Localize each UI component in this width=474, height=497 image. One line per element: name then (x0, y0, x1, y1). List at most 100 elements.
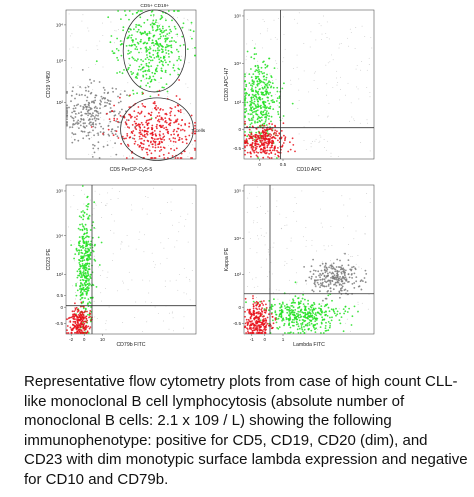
event-point-t-cells (72, 133, 75, 136)
event-point-cd5-negative-b-cells (141, 123, 144, 126)
event-point-cd5-cd19-b-cells (262, 106, 265, 108)
event-point-cd5-negative-b-cells (167, 123, 170, 126)
event-point-kappa-population (315, 276, 317, 278)
event-point-t-cells (88, 122, 91, 125)
event-point-cd5-negative-b-cells (85, 318, 88, 320)
event-point-cd5-negative-b-cells (160, 126, 163, 128)
event-point-cd5-negative-b-cells (162, 136, 165, 139)
background-event (366, 119, 368, 121)
event-point-cd5-cd19-b-cells (128, 10, 131, 12)
background-event (183, 113, 185, 115)
event-point-cd5-cd19-b-cells (281, 318, 284, 321)
event-point-kappa-population (340, 287, 342, 290)
event-point-cd5-cd19-b-cells (88, 248, 90, 251)
event-point-cd5-negative-b-cells (150, 114, 152, 117)
event-point-cd5-cd19-b-cells (294, 309, 297, 311)
background-event (74, 260, 75, 262)
background-event (332, 59, 334, 61)
event-point-cd5-negative-b-cells (253, 151, 256, 154)
event-point-cd5-cd19-b-cells (79, 223, 81, 226)
background-event (68, 13, 70, 15)
event-point-cd5-cd19-b-cells (304, 315, 307, 317)
background-event (267, 210, 269, 212)
event-point-cd5-cd19-b-cells (155, 19, 158, 21)
event-point-t-cells (75, 93, 78, 96)
background-event (68, 226, 69, 228)
background-event (321, 226, 323, 228)
event-point-cd5-cd19-b-cells (167, 63, 170, 66)
event-point-cd5-cd19-b-cells (154, 79, 157, 81)
event-point-t-cells (66, 111, 69, 113)
event-point-cd5-cd19-b-cells (244, 75, 246, 78)
event-point-cd5-cd19-b-cells (140, 58, 143, 61)
background-event (101, 300, 102, 302)
background-event (353, 120, 355, 122)
event-point-cd5-cd19-b-cells (81, 296, 84, 299)
event-point-cd5-negative-b-cells (165, 113, 168, 116)
event-point-cd5-cd19-b-cells (158, 45, 161, 48)
event-point-t-cells (79, 124, 82, 127)
event-point-cd5-cd19-b-cells (286, 303, 288, 306)
event-point-cd5-negative-b-cells (254, 139, 257, 142)
event-point-cd5-cd19-b-cells (248, 119, 251, 122)
event-point-cd5-cd19-b-cells (128, 18, 130, 21)
event-point-cd5-cd19-b-cells (339, 312, 341, 315)
event-point-cd5-negative-b-cells (156, 123, 158, 126)
event-point-t-cells (98, 157, 101, 159)
event-point-cd5-cd19-b-cells (247, 118, 250, 120)
event-point-cd5-negative-b-cells (179, 109, 182, 111)
background-event (270, 38, 272, 40)
event-point-cd5-cd19-b-cells (79, 240, 81, 243)
event-point-cd5-negative-b-cells (69, 320, 72, 322)
event-point-cd5-negative-b-cells (139, 138, 141, 140)
background-event (107, 192, 109, 194)
event-point-kappa-population (305, 279, 307, 282)
event-point-cd5-cd19-b-cells (88, 236, 90, 238)
event-point-kappa-population (335, 266, 338, 268)
event-point-cd5-negative-b-cells (81, 313, 84, 315)
event-point-cd5-negative-b-cells (255, 319, 258, 322)
event-point-t-cells (111, 87, 114, 90)
event-point-cd5-negative-b-cells (163, 127, 166, 129)
event-point-cd5-cd19-b-cells (329, 322, 331, 325)
event-point-cd5-negative-b-cells (157, 94, 160, 96)
background-event (170, 210, 172, 212)
background-event (189, 279, 190, 281)
background-event (249, 247, 251, 249)
event-point-cd5-negative-b-cells (253, 312, 256, 315)
event-point-t-cells (66, 118, 68, 121)
event-point-cd5-cd19-b-cells (265, 112, 268, 114)
background-event (121, 241, 123, 243)
event-point-t-cells (85, 99, 88, 102)
event-point-cd5-cd19-b-cells (303, 328, 306, 331)
event-point-cd5-cd19-b-cells (309, 314, 312, 317)
event-point-cd5-cd19-b-cells (288, 314, 290, 317)
event-point-cd5-negative-b-cells (270, 146, 273, 149)
event-point-cd5-cd19-b-cells (146, 42, 149, 45)
event-point-kappa-population (332, 288, 335, 291)
event-point-cd5-negative-b-cells (265, 326, 267, 329)
event-point-cd5-cd19-b-cells (270, 94, 273, 97)
event-point-t-cells (88, 131, 91, 134)
event-point-cd5-negative-b-cells (268, 122, 271, 125)
background-event (118, 191, 120, 193)
event-point-kappa-population (340, 267, 343, 270)
event-point-cd5-cd19-b-cells (351, 315, 354, 318)
event-point-cd5-negative-b-cells (170, 107, 173, 110)
background-event (74, 307, 76, 308)
event-point-t-cells (72, 107, 75, 110)
background-event (371, 47, 373, 49)
background-event (190, 103, 192, 105)
background-event (102, 270, 104, 272)
event-point-cd5-negative-b-cells (271, 123, 273, 125)
event-point-cd5-negative-b-cells (145, 119, 148, 122)
event-point-cd5-cd19-b-cells (86, 257, 88, 260)
background-event (275, 60, 276, 62)
background-event (315, 39, 317, 41)
event-point-cd5-cd19-b-cells (248, 93, 251, 96)
background-event (159, 263, 161, 265)
event-point-cd5-negative-b-cells (183, 150, 186, 153)
background-event (182, 108, 184, 110)
background-event (305, 148, 307, 150)
event-point-t-cells (102, 127, 105, 130)
